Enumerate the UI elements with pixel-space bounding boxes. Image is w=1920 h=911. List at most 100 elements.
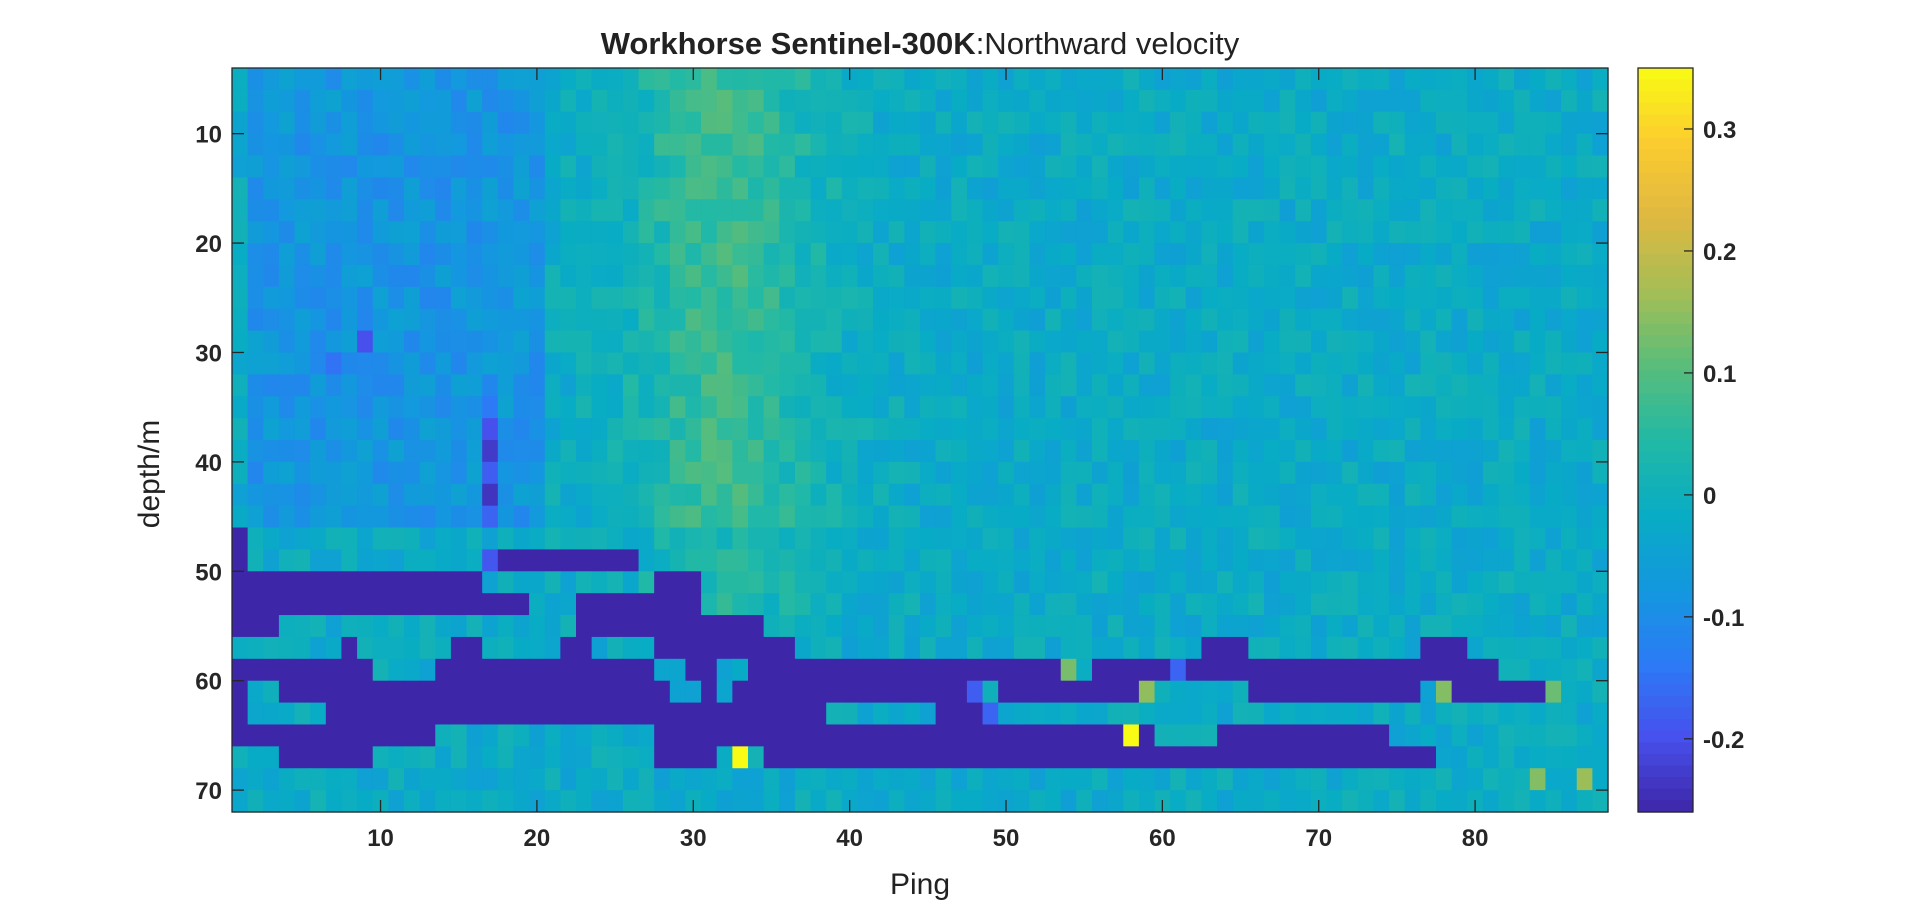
heatmap-cell [404,221,421,244]
heatmap-cell [669,702,687,726]
heatmap-cell [435,746,452,769]
heatmap-cell [1576,593,1593,616]
heatmap-cell [920,768,937,791]
heatmap-cell [1013,527,1031,551]
heatmap-cell [654,330,671,354]
heatmap-cell [1436,199,1453,222]
heatmap-cell [1514,177,1531,200]
heatmap-cell [701,790,718,813]
heatmap-cell [638,549,655,572]
heatmap-cell [763,155,780,179]
heatmap-cell [1092,790,1109,813]
heatmap-cell [560,352,577,375]
heatmap-cell [232,658,249,682]
heatmap-cell [435,790,452,813]
heatmap-cell [1076,461,1093,485]
heatmap-cell [1107,286,1124,310]
heatmap-cell [841,483,859,507]
heatmap-cell [1092,702,1109,726]
heatmap-cell [247,89,264,113]
heatmap-cell [622,177,640,200]
heatmap-cell [560,483,577,507]
heatmap-cell [951,505,968,529]
heatmap-cell [1592,593,1609,616]
heatmap-cell [888,527,905,551]
heatmap-cell [638,527,655,551]
heatmap-cell [544,571,561,594]
heatmap-cell [1357,264,1375,288]
heatmap-cell [1279,658,1296,682]
heatmap-cell [1592,286,1609,310]
heatmap-cell [466,111,483,135]
heatmap-cell [1529,221,1547,244]
heatmap-cell [1514,636,1531,660]
heatmap-cell [1482,636,1500,660]
heatmap-cell [1060,615,1077,638]
heatmap-cell [873,68,890,91]
heatmap-cell [388,724,405,747]
heatmap-cell [1436,549,1453,572]
heatmap-cell [841,243,859,266]
heatmap-cell [1545,221,1562,244]
heatmap-cell [1138,461,1156,485]
heatmap-cell [622,527,640,551]
heatmap-cell [1514,418,1531,441]
heatmap-cell [669,461,687,485]
heatmap-cell [873,549,890,572]
heatmap-cell [1060,264,1077,288]
heatmap-cell [607,221,624,244]
heatmap-cell [1576,571,1593,594]
heatmap-cell [794,155,812,179]
heatmap-cell [966,593,984,616]
heatmap-cell [841,111,859,135]
heatmap-cell [951,374,968,397]
heatmap-cell [1482,549,1500,572]
heatmap-cell [920,527,937,551]
heatmap-cell [357,505,374,529]
heatmap-cell [1107,221,1124,244]
heatmap-cell [951,286,968,310]
heatmap-cell [529,658,546,682]
heatmap-cell [1357,440,1375,463]
heatmap-cell [1561,505,1578,529]
heatmap-cell [716,636,733,660]
heatmap-cell [1029,396,1046,419]
heatmap-cell [1138,264,1156,288]
heatmap-cell [1185,155,1203,179]
heatmap-cell [1357,483,1375,507]
heatmap-cell [716,418,733,441]
heatmap-cell [669,330,687,354]
heatmap-cell [1138,352,1156,375]
heatmap-cell [1201,440,1218,463]
heatmap-cell [1451,790,1468,813]
heatmap-cell [920,133,937,157]
heatmap-cell [1592,702,1609,726]
heatmap-cell [1185,199,1203,222]
heatmap-cell [1013,177,1031,200]
heatmap-cell [982,790,999,813]
heatmap-cell [638,680,655,704]
heatmap-cell [357,133,374,157]
heatmap-cell [1060,374,1077,397]
heatmap-cell [1279,89,1296,113]
heatmap-cell [669,680,687,704]
heatmap-cell [450,374,468,397]
heatmap-cell [513,549,530,572]
heatmap-cell [701,768,718,791]
heatmap-cell [1326,133,1343,157]
heatmap-cell [732,264,749,288]
heatmap-cell [779,243,796,266]
heatmap-cell [1107,396,1124,419]
heatmap-cell [1232,680,1249,704]
heatmap-cell [622,89,640,113]
heatmap-cell [1248,790,1265,813]
heatmap-cell [935,768,952,791]
heatmap-cell [1013,658,1031,682]
heatmap-cell [1326,177,1343,200]
heatmap-cell [482,308,499,332]
heatmap-cell [748,221,765,244]
heatmap-cell [1389,330,1406,354]
heatmap-cell [794,286,812,310]
heatmap-cell [482,680,499,704]
heatmap-cell [810,549,827,572]
